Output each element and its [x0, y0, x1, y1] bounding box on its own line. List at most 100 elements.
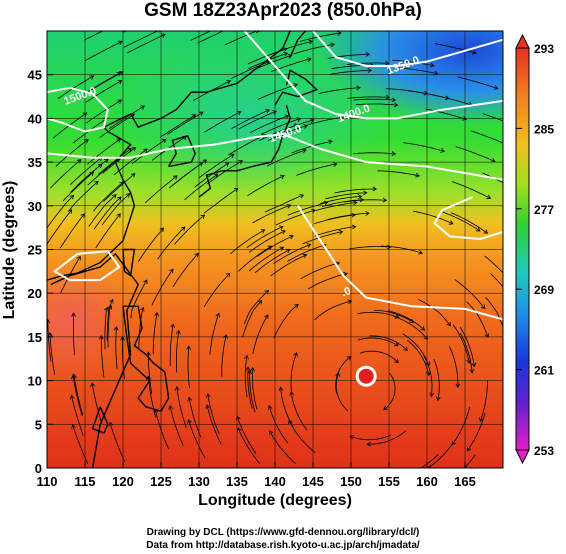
streamline-arrow	[403, 346, 409, 352]
streamline-arrow	[403, 474, 407, 478]
streamline-arrow	[272, 110, 277, 115]
streamline	[267, 149, 307, 167]
colorbar: 293 285 277 269 261 253	[515, 33, 554, 465]
streamline	[451, 406, 470, 446]
colorbar-label: 269	[534, 283, 554, 297]
streamline	[86, 99, 122, 124]
streamline	[252, 367, 258, 410]
streamline-arrow	[175, 329, 181, 335]
streamline	[287, 244, 327, 262]
streamline	[123, 31, 127, 33]
streamline	[450, 212, 488, 234]
streamline	[84, 41, 123, 62]
streamline-arrow	[224, 162, 230, 167]
streamline	[84, 31, 104, 41]
y-tick-label: 35	[28, 155, 42, 170]
streamline	[273, 244, 311, 265]
streamline-arrow	[82, 112, 88, 117]
streamline	[418, 299, 451, 327]
streamline-arrow	[330, 42, 335, 48]
streamline	[237, 245, 272, 272]
streamline	[228, 134, 266, 156]
streamline	[247, 366, 253, 409]
streamline	[47, 319, 52, 362]
streamline	[451, 181, 491, 199]
contour-line	[433, 196, 503, 240]
streamline	[482, 172, 503, 184]
streamline-arrow	[393, 102, 399, 108]
streamline-arrow	[250, 366, 256, 372]
streamline	[203, 273, 231, 307]
streamline	[71, 395, 84, 436]
streamline	[169, 324, 174, 367]
streamline-arrow	[154, 311, 159, 317]
streamline	[59, 213, 85, 249]
x-tick-label: 155	[378, 474, 400, 489]
streamline-arrow	[391, 97, 397, 103]
streamline-arrow	[278, 386, 284, 392]
streamline-arrow	[490, 157, 496, 163]
streamline	[207, 160, 243, 185]
streamline-arrow	[356, 85, 361, 91]
streamline	[115, 326, 118, 369]
streamline	[151, 268, 174, 306]
colorbar-ticks: 293 285 277 269 261 253	[516, 42, 554, 458]
streamline-arrow	[267, 245, 273, 250]
streamline-arrow	[90, 382, 96, 387]
colorbar-label: 277	[534, 203, 554, 217]
streamline	[49, 159, 82, 189]
streamline	[299, 32, 341, 42]
streamline-arrow	[200, 214, 206, 220]
streamline	[237, 427, 261, 465]
y-axis-ticks: 0 5 10 15 20 25 30 35 40 45	[28, 68, 53, 476]
streamline	[442, 211, 481, 232]
coastline	[289, 31, 306, 58]
streamline-arrow	[351, 224, 357, 230]
streamline	[252, 314, 269, 354]
credit-dcl: Drawing by DCL (https://www.gfd-dennou.o…	[146, 527, 420, 538]
streamline-arrow	[237, 427, 242, 433]
streamline-arrow	[475, 227, 481, 232]
streamline-arrow	[284, 114, 290, 120]
coastlines	[47, 31, 319, 468]
streamline-arrow	[455, 383, 461, 388]
streamline-arrow	[113, 326, 119, 331]
streamline-arrow	[191, 114, 197, 119]
streamline-arrow	[202, 159, 208, 164]
streamline	[296, 163, 337, 176]
streamline	[268, 405, 289, 444]
streamline	[273, 304, 299, 339]
streamline-arrow	[180, 226, 186, 232]
colorbar-label: 293	[534, 42, 554, 56]
streamline	[131, 138, 167, 165]
streamline-arrow	[507, 143, 511, 147]
streamline	[203, 188, 239, 214]
streamline-arrow	[418, 249, 423, 255]
streamline-arrow	[429, 62, 435, 68]
streamline	[459, 327, 475, 367]
streamline	[254, 249, 291, 274]
streamline	[288, 420, 316, 453]
streamline	[47, 195, 74, 229]
credit-data: Data from http://database.rish.kyoto-u.a…	[146, 540, 420, 551]
streamline	[209, 313, 220, 355]
contour-line	[47, 133, 503, 181]
streamline-arrow	[323, 200, 329, 206]
streamline-arrow	[247, 369, 253, 375]
streamline-arrow	[194, 252, 199, 258]
y-tick-label: 15	[28, 330, 42, 345]
streamline-arrow	[394, 342, 399, 347]
streamline	[357, 311, 399, 318]
contour-line	[53, 250, 121, 282]
streamline-arrow	[187, 396, 193, 402]
streamline	[308, 273, 348, 290]
streamline	[194, 162, 230, 188]
streamline-arrow	[236, 415, 241, 421]
streamline-arrow	[386, 244, 392, 250]
streamline-arrow	[420, 326, 426, 331]
streamline-arrow	[257, 299, 263, 305]
streamline-arrow	[302, 148, 307, 154]
streamline	[147, 376, 157, 418]
streamline-arrow	[76, 255, 81, 261]
